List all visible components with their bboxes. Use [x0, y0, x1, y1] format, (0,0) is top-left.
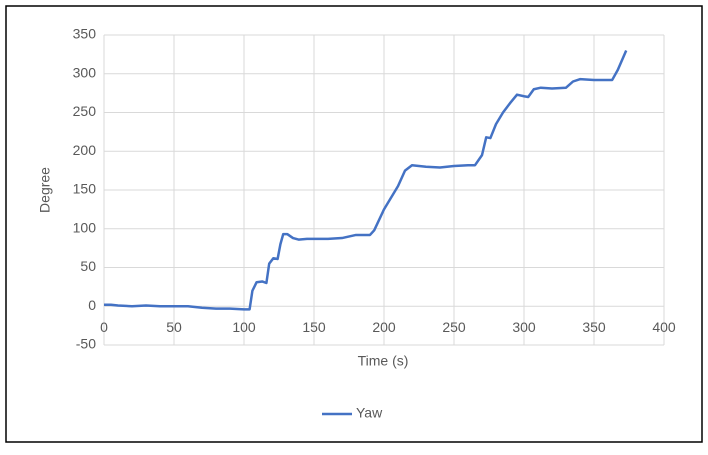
y-tick-label: 50: [80, 258, 96, 274]
y-tick-label: 200: [73, 142, 97, 158]
x-tick-label: 400: [652, 319, 676, 335]
chart-frame: [5, 5, 703, 443]
x-tick-label: 250: [442, 319, 466, 335]
x-tick-label: 350: [582, 319, 606, 335]
y-tick-label: 150: [73, 181, 97, 197]
y-tick-label: 0: [88, 297, 96, 313]
x-tick-label: 50: [166, 319, 182, 335]
x-tick-label: 200: [372, 319, 396, 335]
data-line: [104, 50, 628, 311]
y-tick-label: 350: [73, 26, 97, 42]
y-tick-label: 250: [73, 103, 97, 119]
y-tick-label: -50: [76, 336, 96, 352]
x-tick-label: 100: [232, 319, 256, 335]
x-tick-label: 150: [302, 319, 326, 335]
x-tick-label: 300: [512, 319, 536, 335]
y-tick-label: 100: [73, 219, 97, 235]
x-tick-label: 0: [100, 319, 108, 335]
y-tick-label: 300: [73, 64, 97, 80]
x-axis-title: Time (s): [358, 353, 409, 369]
y-axis-title: Degree: [37, 167, 53, 213]
legend-label: Yaw: [356, 405, 383, 421]
